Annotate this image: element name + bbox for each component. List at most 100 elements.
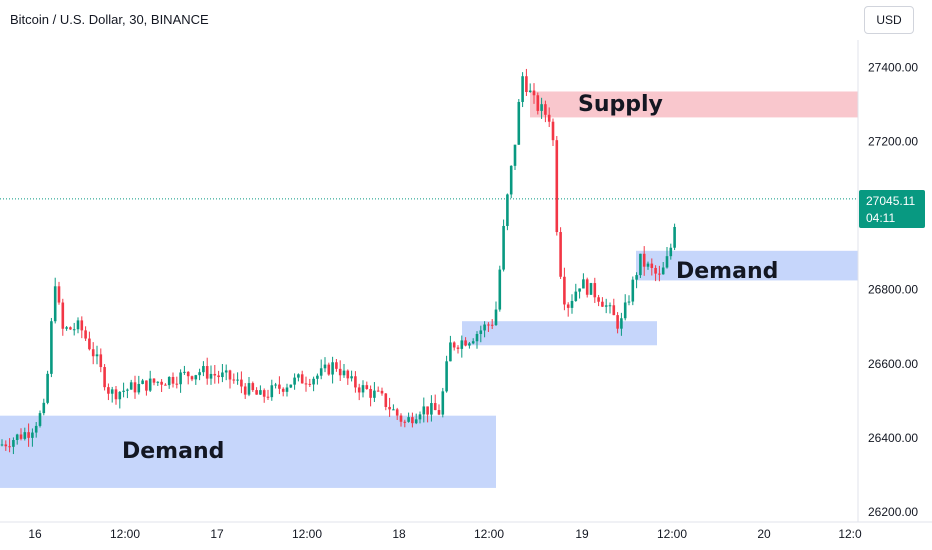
candle-body <box>164 384 167 386</box>
candle-body <box>129 382 133 390</box>
candle-body <box>133 382 137 393</box>
candle-body <box>236 379 239 381</box>
candle-body <box>186 371 190 377</box>
time-tick-label: 12:0 <box>838 527 862 541</box>
candle-body <box>528 90 532 93</box>
candle-body <box>422 406 426 415</box>
candle-body <box>376 390 380 392</box>
candle-body <box>654 267 657 274</box>
candle-body <box>392 409 395 411</box>
candle-body <box>213 373 217 376</box>
time-axis[interactable]: 16 12:00 17 12:00 18 12:00 19 12:00 20 12:0 <box>28 527 862 541</box>
candle-body <box>661 267 665 275</box>
price-tag-countdown: 04:11 <box>866 211 895 225</box>
candle-body <box>665 256 669 268</box>
candle-body <box>148 378 152 391</box>
candle-body <box>411 417 414 424</box>
candle-body <box>19 434 23 439</box>
candle-body <box>179 372 182 385</box>
candle-body <box>88 338 91 350</box>
candle-body <box>145 380 148 391</box>
price-tick-label: 26400.00 <box>868 431 918 445</box>
candle-body <box>350 376 353 379</box>
candle-body <box>403 421 407 423</box>
candle-body <box>126 389 129 391</box>
candle-body <box>304 383 308 385</box>
price-tick-label: 26800.00 <box>868 283 918 297</box>
candle-body <box>635 275 638 280</box>
price-tick-label: 26600.00 <box>868 357 918 371</box>
candle-body <box>285 387 289 392</box>
candle-body <box>544 104 547 115</box>
candle-body <box>570 300 574 308</box>
candle-body <box>278 384 281 389</box>
candle-body <box>312 378 315 385</box>
candle-body <box>217 375 220 378</box>
candle-body <box>346 370 350 379</box>
candle-body <box>582 279 585 289</box>
candle-body <box>585 279 589 295</box>
candle-body <box>395 409 399 416</box>
candle-body <box>319 368 323 376</box>
candle-body <box>468 343 471 346</box>
candle-body <box>384 393 388 407</box>
candle-body <box>437 410 441 415</box>
candles-layer <box>0 68 676 455</box>
supply-zone-label: Supply <box>578 92 663 117</box>
candle-body <box>475 333 479 342</box>
candle-body <box>483 324 486 331</box>
candle-body <box>487 324 490 326</box>
candle-body <box>42 402 46 414</box>
candle-body <box>175 383 179 385</box>
candle-body <box>673 226 676 248</box>
candle-body <box>205 366 209 379</box>
candle-body <box>441 391 445 415</box>
candle-body <box>532 90 536 96</box>
candle-body <box>559 232 562 277</box>
candle-body <box>15 434 19 441</box>
candle-body <box>407 417 410 422</box>
candle-body <box>91 349 95 357</box>
candle-body <box>72 329 76 331</box>
candle-body <box>99 354 103 368</box>
candle-body <box>597 297 600 302</box>
time-tick-label: 17 <box>210 527 224 541</box>
candle-body <box>38 413 42 426</box>
candle-body <box>183 371 186 373</box>
candle-body <box>354 376 357 388</box>
demand-zone-label: Demand <box>676 259 778 284</box>
candle-body <box>27 432 30 438</box>
candle-body <box>604 305 608 307</box>
candle-body <box>247 383 251 395</box>
chart-title: Bitcoin / U.S. Dollar, 30, BINANCE <box>10 12 209 27</box>
supply-zone <box>530 91 858 118</box>
price-axis[interactable]: 26200.00 26400.00 26600.00 26800.00 27200.00… <box>868 60 918 519</box>
candle-body <box>118 391 122 400</box>
candle-body <box>259 390 262 395</box>
time-tick-label: 20 <box>757 527 771 541</box>
candle-body <box>316 375 319 379</box>
time-tick-label: 12:00 <box>657 527 687 541</box>
candle-body <box>517 101 521 145</box>
candle-body <box>251 383 255 391</box>
candle-body <box>61 302 65 329</box>
currency-button[interactable]: USD <box>864 6 914 34</box>
candle-body <box>593 283 597 298</box>
candle-body <box>122 390 125 392</box>
candle-body <box>262 390 266 397</box>
time-tick-label: 12:00 <box>474 527 504 541</box>
candle-body <box>540 104 543 111</box>
candle-body <box>646 263 650 267</box>
candle-body <box>479 330 483 334</box>
candle-body <box>521 76 524 102</box>
candle-body <box>80 320 84 331</box>
candle-body <box>399 415 403 422</box>
candle-body <box>418 414 422 420</box>
candle-body <box>12 440 15 447</box>
candle-body <box>574 291 578 301</box>
candle-body <box>498 269 502 310</box>
candle-body <box>494 309 498 326</box>
zones-layer: Demand Supply Demand <box>0 91 858 488</box>
candle-body <box>430 403 433 415</box>
